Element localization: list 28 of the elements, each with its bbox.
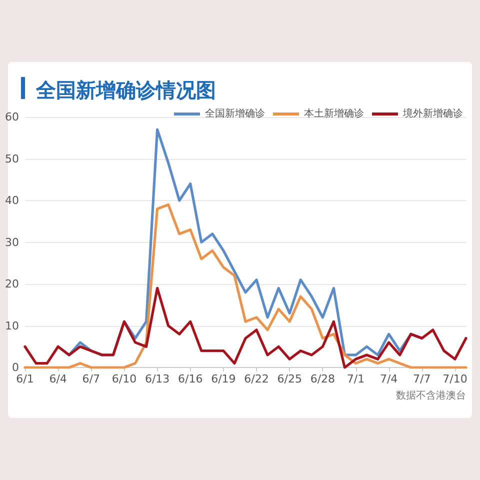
y-tick-label: 10 — [5, 319, 19, 332]
x-tick-label: 6/28 — [310, 372, 336, 386]
x-tick-label: 6/13 — [144, 372, 170, 386]
y-tick-label: 20 — [5, 278, 19, 290]
x-tick-label: 6/10 — [112, 372, 137, 386]
x-tick-label: 6/25 — [277, 372, 302, 386]
x-tick-label: 6/1 — [16, 372, 34, 386]
y-tick-label: 50 — [5, 152, 19, 166]
line-series — [24, 203, 468, 369]
x-tick-label: 6/16 — [178, 372, 203, 386]
y-tick-label: 60 — [5, 110, 19, 124]
chart-title: 全国新增确诊情况图 — [35, 78, 216, 102]
x-tick-label: 6/4 — [49, 372, 67, 386]
y-tick-label: 30 — [5, 236, 19, 249]
x-tick-label: 7/7 — [413, 372, 431, 386]
x-tick-label: 7/4 — [380, 372, 398, 386]
x-tick-label: 7/1 — [346, 372, 365, 386]
text: 数据不含港澳台 — [396, 390, 466, 402]
legend-label: 本土新增确诊 — [304, 108, 364, 120]
y-tick-label: 0 — [12, 361, 19, 374]
legend-label: 全国新增确诊 — [205, 108, 265, 120]
line-series — [24, 286, 468, 369]
x-tick-label: 6/19 — [211, 372, 236, 386]
legend-label: 境外新增确诊 — [402, 108, 463, 120]
x-tick-label: 6/22 — [244, 372, 269, 386]
y-tick-label: 40 — [5, 194, 19, 207]
x-tick-label: 6/7 — [82, 372, 100, 386]
x-tick-label: 7/10 — [442, 372, 468, 386]
